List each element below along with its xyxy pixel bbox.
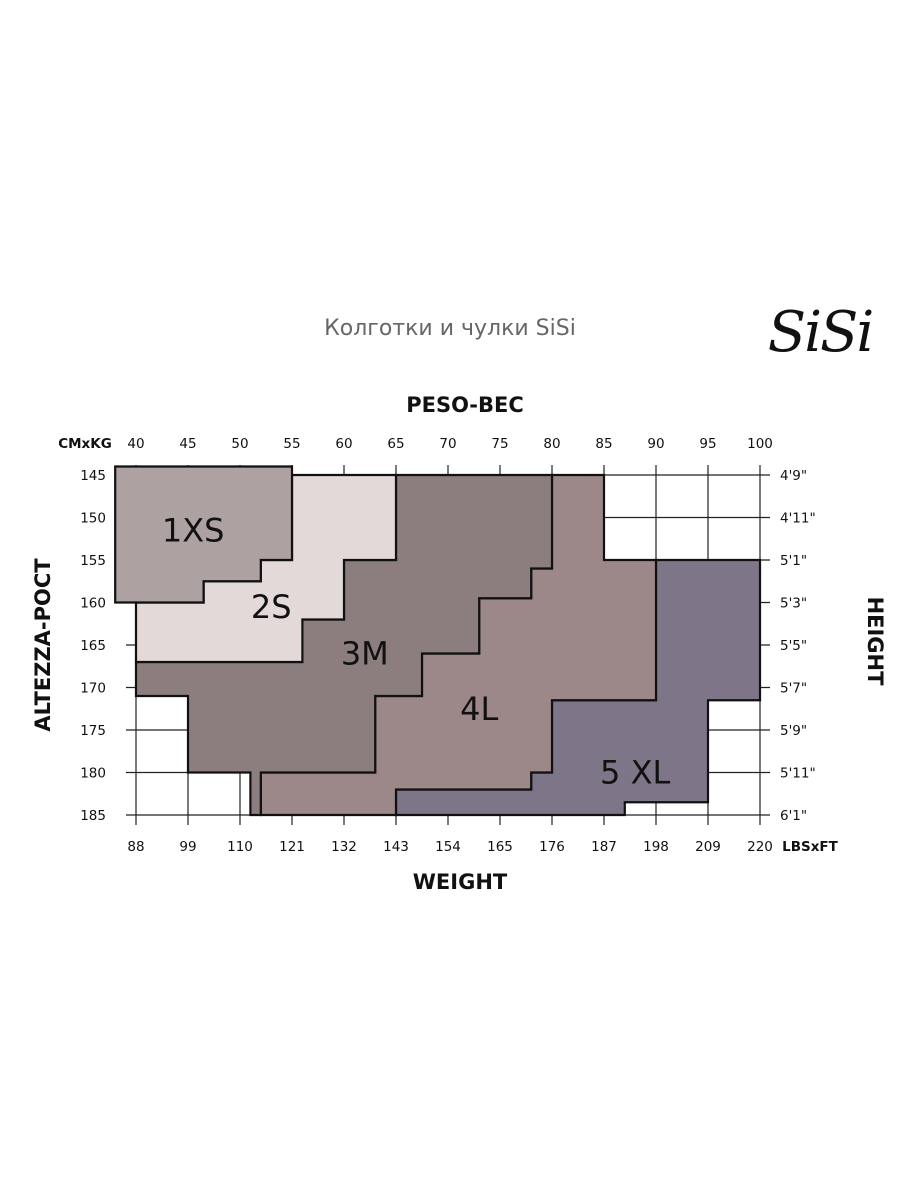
lbs-tick-label: 110 bbox=[227, 839, 253, 855]
lbs-tick-label: 176 bbox=[539, 839, 565, 855]
top-axis-unit: CMxKG bbox=[58, 436, 112, 452]
zone-label: 3M bbox=[341, 635, 389, 673]
cm-tick-label: 170 bbox=[80, 681, 106, 697]
lbs-tick-label: 209 bbox=[695, 839, 721, 855]
lbs-tick-label: 88 bbox=[127, 839, 144, 855]
lbs-tick-label: 143 bbox=[383, 839, 409, 855]
kg-tick-label: 95 bbox=[699, 436, 716, 452]
brand-logo: SiSi bbox=[767, 300, 875, 365]
ft-tick-label: 5'1" bbox=[780, 553, 807, 569]
lbs-tick-label: 165 bbox=[487, 839, 513, 855]
size-zones bbox=[114, 465, 762, 817]
cm-tick-label: 180 bbox=[80, 766, 106, 782]
cm-tick-label: 160 bbox=[80, 596, 106, 612]
ft-tick-label: 4'11" bbox=[780, 511, 816, 527]
lbs-tick-label: 187 bbox=[591, 839, 617, 855]
kg-tick-label: 50 bbox=[231, 436, 248, 452]
kg-tick-label: 85 bbox=[595, 436, 612, 452]
right-axis-title: HEIGHT bbox=[863, 597, 887, 687]
zone-label: 4L bbox=[460, 690, 498, 728]
ft-tick-label: 5'3" bbox=[780, 596, 807, 612]
zone-labels: 5 XL 4L 3M 2S 1XS bbox=[162, 511, 671, 791]
cm-tick-label: 185 bbox=[80, 808, 106, 824]
cm-tick-label: 150 bbox=[80, 511, 106, 527]
left-axis-title: ALTEZZA-РОСТ bbox=[31, 558, 55, 732]
lbs-tick-label: 99 bbox=[179, 839, 196, 855]
ft-tick-label: 4'9" bbox=[780, 468, 807, 484]
lbs-tick-label: 154 bbox=[435, 839, 461, 855]
cm-tick-label: 165 bbox=[80, 638, 106, 654]
top-axis-title: PESO-BEC bbox=[406, 393, 524, 417]
zone-label: 5 XL bbox=[600, 754, 670, 792]
ft-tick-label: 6'1" bbox=[780, 808, 807, 824]
cm-tick-label: 145 bbox=[80, 468, 106, 484]
lbs-tick-label: 220 bbox=[747, 839, 773, 855]
kg-tick-label: 55 bbox=[283, 436, 300, 452]
kg-tick-label: 60 bbox=[335, 436, 352, 452]
cm-tick-label: 175 bbox=[80, 723, 106, 739]
kg-tick-label: 75 bbox=[491, 436, 508, 452]
ft-tick-label: 5'5" bbox=[780, 638, 807, 654]
lbs-tick-label: 121 bbox=[279, 839, 305, 855]
bottom-axis-title: WEIGHT bbox=[413, 870, 508, 894]
kg-tick-label: 40 bbox=[127, 436, 144, 452]
ft-tick-label: 5'7" bbox=[780, 681, 807, 697]
ft-tick-label: 5'9" bbox=[780, 723, 807, 739]
ft-tick-label: 5'11" bbox=[780, 766, 816, 782]
kg-tick-label: 100 bbox=[747, 436, 773, 452]
zone-1xs bbox=[114, 465, 294, 604]
kg-tick-label: 90 bbox=[647, 436, 664, 452]
cm-tick-label: 155 bbox=[80, 553, 106, 569]
axis-ticks: 40 45 50 55 60 65 70 75 80 85 90 95 100 88 99 110 121 132… bbox=[80, 436, 815, 855]
lbs-tick-label: 198 bbox=[643, 839, 669, 855]
bottom-axis-unit: LBSxFT bbox=[782, 839, 839, 855]
chart-subtitle: Колготки и чулки SiSi bbox=[324, 316, 576, 341]
zone-label: 1XS bbox=[162, 511, 225, 549]
kg-tick-label: 65 bbox=[387, 436, 404, 452]
lbs-tick-label: 132 bbox=[331, 839, 357, 855]
kg-tick-label: 70 bbox=[439, 436, 456, 452]
kg-tick-label: 80 bbox=[543, 436, 560, 452]
zone-label: 2S bbox=[251, 588, 292, 626]
kg-tick-label: 45 bbox=[179, 436, 196, 452]
